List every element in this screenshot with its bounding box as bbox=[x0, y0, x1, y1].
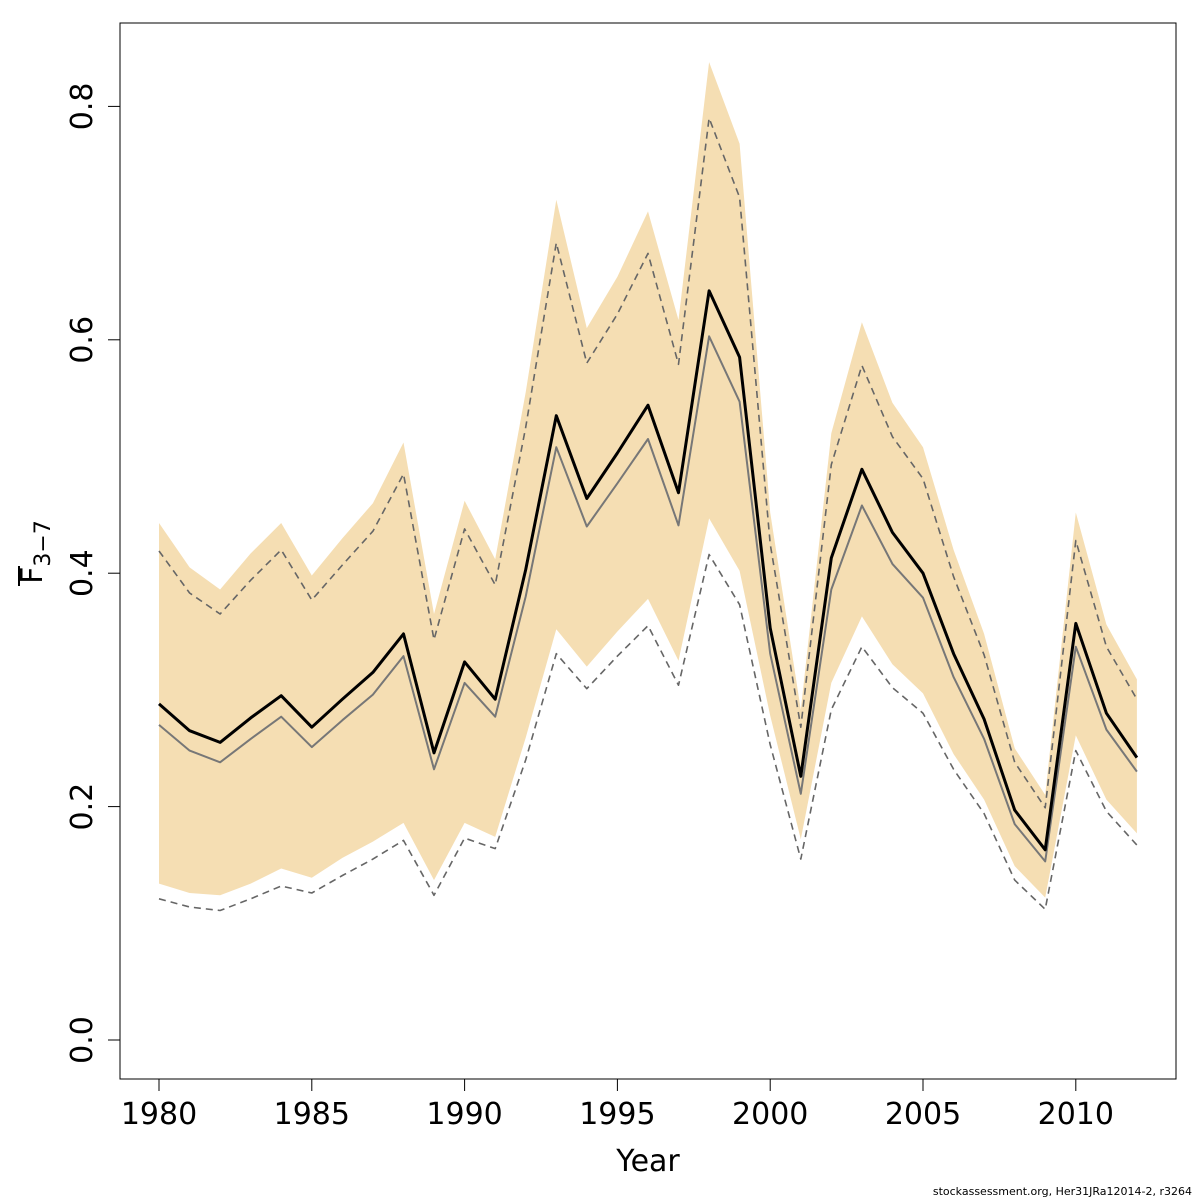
y-tick-label: 0.8 bbox=[65, 83, 100, 131]
alternative-lower-dashed-line bbox=[158, 553, 1138, 912]
svg-text:F3−7: F3−7 bbox=[15, 520, 56, 584]
x-tick-label: 1985 bbox=[274, 1097, 350, 1132]
y-tick-label: 0.4 bbox=[65, 549, 100, 597]
series-lines-layer bbox=[158, 117, 1139, 912]
x-tick-label: 1995 bbox=[579, 1097, 655, 1132]
footer-credit: stockassessment.org, Her31JRa12014-2, r3… bbox=[932, 1185, 1192, 1198]
y-tick-label: 0.6 bbox=[65, 316, 100, 364]
y-axis-title-main: F bbox=[15, 567, 50, 584]
x-axis: 1980 1985 1990 1995 2000 2005 2010 bbox=[121, 1078, 1114, 1132]
x-tick-label: 2005 bbox=[885, 1097, 961, 1132]
y-axis-title-sub: 3−7 bbox=[31, 520, 56, 566]
alternative-estimate-line bbox=[158, 335, 1138, 863]
y-axis: 0.0 0.2 0.4 0.6 0.8 bbox=[65, 83, 121, 1064]
y-tick-label: 0.2 bbox=[65, 783, 100, 831]
y-tick-label: 0.0 bbox=[65, 1016, 100, 1064]
x-axis-title: Year bbox=[615, 1144, 680, 1179]
alternative-upper-dashed-line bbox=[158, 117, 1138, 809]
y-axis-title: F3−7 bbox=[15, 520, 56, 586]
x-tick-label: 2000 bbox=[732, 1097, 808, 1132]
confidence-band-layer bbox=[159, 62, 1137, 898]
estimate-line bbox=[158, 289, 1139, 852]
x-tick-label: 2010 bbox=[1038, 1097, 1114, 1132]
x-tick-label: 1980 bbox=[121, 1097, 197, 1132]
x-tick-label: 1990 bbox=[426, 1097, 502, 1132]
confidence-band bbox=[159, 62, 1137, 898]
